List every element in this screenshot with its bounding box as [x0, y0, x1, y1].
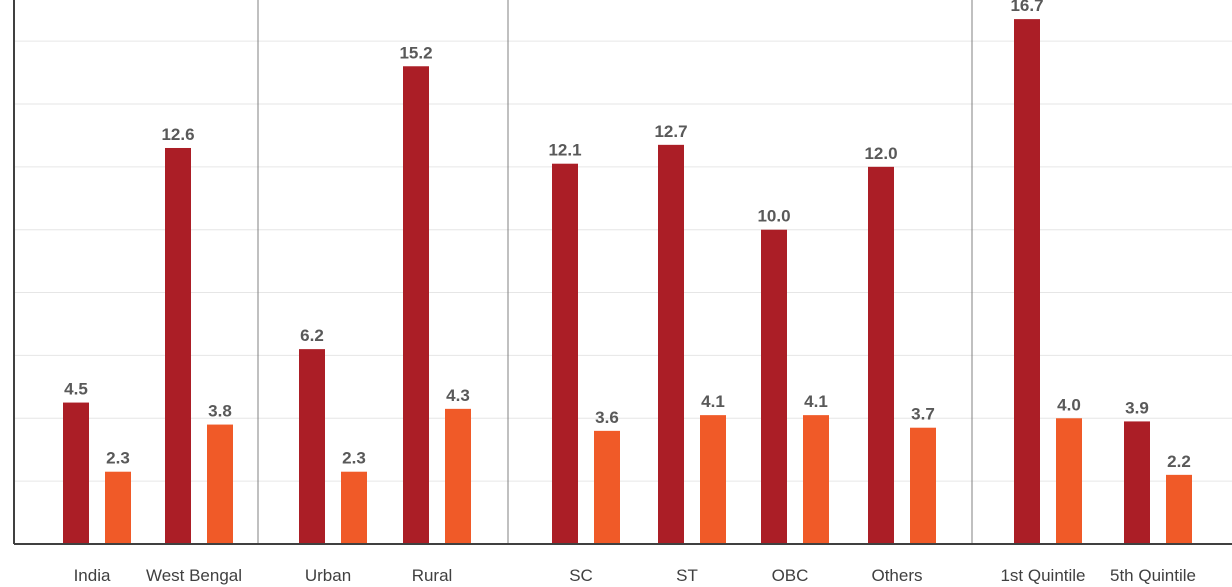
x-tick-label: India: [74, 566, 111, 585]
bar-series-2-3: [445, 408, 471, 544]
bar-series-2-4: [594, 430, 620, 544]
x-tick-label: 1st Quintile: [1000, 566, 1085, 585]
bar-series-2-6: [803, 415, 829, 544]
bar-series-1-9: [1124, 421, 1150, 544]
data-label: 4.5: [64, 380, 88, 399]
data-label: 3.6: [595, 408, 619, 427]
bar-series-2-7: [910, 427, 936, 544]
data-label: 12.7: [654, 122, 687, 141]
data-label: 12.1: [548, 141, 581, 160]
bar-series-2-0: [105, 471, 131, 544]
x-tick-label: Rural: [412, 566, 453, 585]
axes: [13, 0, 1232, 545]
bar-series-2-9: [1166, 474, 1192, 544]
bars: [63, 19, 1192, 545]
bar-series-1-2: [299, 349, 325, 544]
x-tick-label: SC: [569, 566, 593, 585]
bar-series-1-6: [761, 229, 787, 544]
bar-series-2-8: [1056, 418, 1082, 544]
x-tick-label: ST: [676, 566, 698, 585]
data-label: 3.8: [208, 402, 232, 421]
x-tick-label: Others: [871, 566, 922, 585]
x-tick-label: Urban: [305, 566, 351, 585]
data-label: 2.3: [106, 449, 130, 468]
data-label: 16.7: [1010, 0, 1043, 15]
bar-series-1-7: [868, 166, 894, 544]
x-tick-label: 5th Quintile: [1110, 566, 1196, 585]
bar-series-1-1: [165, 147, 191, 544]
data-label: 3.9: [1125, 398, 1149, 417]
data-label: 10.0: [757, 207, 790, 226]
group-separators: [257, 0, 973, 544]
data-labels: 4.5 12.6 6.2 15.2 12.1 12.7 10.0 12.0 16.7 3.9 2.3…: [64, 0, 1191, 471]
data-label: 12.0: [864, 144, 897, 163]
x-tick-label: West Bengal: [146, 566, 242, 585]
data-label: 15.2: [399, 43, 432, 62]
data-label: 4.1: [804, 392, 828, 411]
bar-series-2-5: [700, 415, 726, 544]
data-label: 12.6: [161, 125, 194, 144]
data-label: 4.1: [701, 392, 725, 411]
bar-series-1-4: [552, 163, 578, 544]
x-tick-label: OBC: [772, 566, 809, 585]
data-label: 2.3: [342, 449, 366, 468]
x-tick-labels: India West Bengal Urban Rural SC ST OBC Others 1…: [74, 566, 1196, 585]
bar-series-1-0: [63, 402, 89, 544]
data-label: 3.7: [911, 405, 935, 424]
data-label: 6.2: [300, 326, 324, 345]
bar-series-1-3: [403, 66, 429, 544]
data-label: 4.0: [1057, 395, 1081, 414]
gridlines: [14, 40, 1232, 482]
bar-series-1-8: [1014, 19, 1040, 544]
data-label: 2.2: [1167, 452, 1191, 471]
data-label: 4.3: [446, 386, 470, 405]
bar-series-1-5: [658, 144, 684, 545]
bar-series-2-1: [207, 424, 233, 544]
bar-series-2-2: [341, 471, 367, 544]
